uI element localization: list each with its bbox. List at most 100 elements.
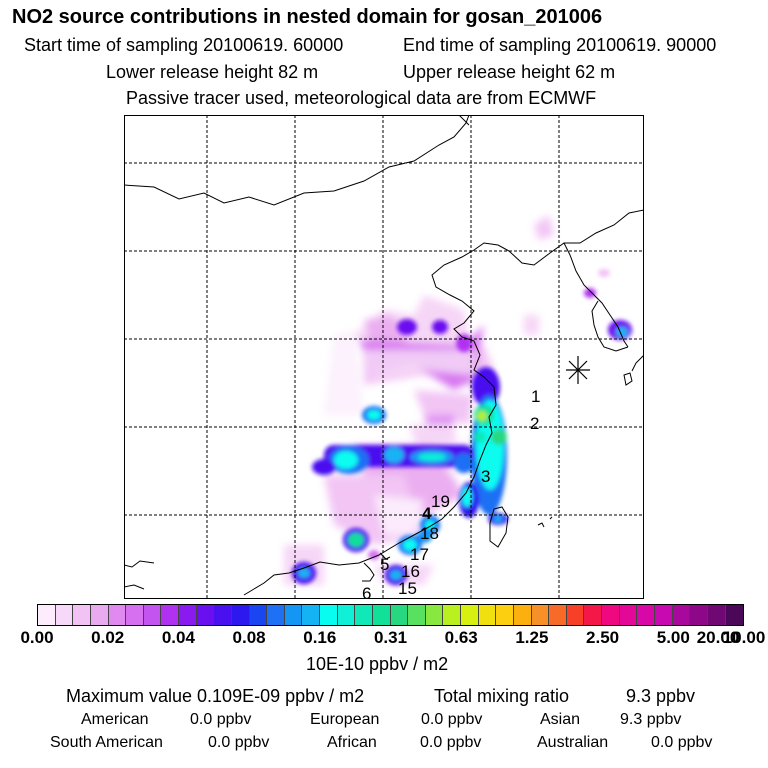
site-label-4: 4 xyxy=(422,504,432,523)
colorbar-cell xyxy=(55,605,74,625)
colorbar-segment xyxy=(38,605,109,625)
plot-title: NO2 source contributions in nested domai… xyxy=(12,6,603,28)
colorbar-cell xyxy=(566,605,585,625)
australian-label: Australian xyxy=(537,734,609,751)
colorbar-cell xyxy=(73,605,91,625)
colorbar-cell xyxy=(320,605,338,625)
colorbar-cell xyxy=(549,605,567,625)
receptor-star-icon xyxy=(566,356,590,384)
colorbar xyxy=(37,604,744,626)
site-label-17: 17 xyxy=(410,545,429,564)
upper-height-text: Upper release height 62 m xyxy=(403,62,616,82)
colorbar-cell xyxy=(284,605,303,625)
colorbar-cell xyxy=(602,605,620,625)
colorbar-cell xyxy=(672,605,691,625)
colorbar-cell xyxy=(443,605,461,625)
colorbar-cell xyxy=(708,605,727,625)
site-label-15: 15 xyxy=(398,579,417,598)
south-american-value: 0.0 ppbv xyxy=(208,734,270,751)
colorbar-cell xyxy=(214,605,232,625)
colorbar-cell xyxy=(461,605,479,625)
start-time-text: Start time of sampling 20100619. 60000 xyxy=(24,35,344,55)
contribution-map xyxy=(124,115,644,599)
lower-height-text: Lower release height 82 m xyxy=(106,62,319,82)
colorbar-tick-label: 0.04 xyxy=(161,628,195,647)
site-label-5: 5 xyxy=(380,555,390,574)
total-mixing-label: Total mixing ratio xyxy=(434,686,570,706)
south-american-label: South American xyxy=(50,734,163,751)
site-label-18: 18 xyxy=(420,524,439,543)
colorbar-cell xyxy=(619,605,638,625)
tracer-note-text: Passive tracer used, meteorological data… xyxy=(126,88,597,108)
lat-lon-grid xyxy=(124,115,644,599)
american-label: American xyxy=(81,711,149,728)
colorbar-cell xyxy=(408,605,426,625)
colorbar-cell xyxy=(249,605,268,625)
colorbar-cell xyxy=(513,605,532,625)
coastlines xyxy=(124,115,644,596)
colorbar-cell xyxy=(372,605,391,625)
colorbar-tick-label: 0.02 xyxy=(91,628,125,647)
colorbar-tick-label: 0.08 xyxy=(232,628,266,647)
map-frame xyxy=(124,115,644,599)
colorbar-tick-label: 0.31 xyxy=(373,628,408,647)
total-mixing-value: 9.3 ppbv xyxy=(626,686,696,706)
colorbar-segment xyxy=(602,605,673,625)
colorbar-cell xyxy=(161,605,179,625)
european-value: 0.0 ppbv xyxy=(421,711,483,728)
colorbar-cell xyxy=(126,605,144,625)
plume-layer xyxy=(284,215,632,585)
colorbar-cell xyxy=(231,605,250,625)
colorbar-cell xyxy=(337,605,356,625)
site-label-3: 3 xyxy=(481,467,491,486)
colorbar-tick-label: 0.16 xyxy=(303,628,337,647)
african-label: African xyxy=(327,734,377,751)
colorbar-units: 10E-10 ppbv / m2 xyxy=(306,654,449,674)
colorbar-cell xyxy=(143,605,162,625)
colorbar-cell xyxy=(196,605,215,625)
colorbar-cell xyxy=(478,605,497,625)
african-value: 0.0 ppbv xyxy=(420,734,482,751)
colorbar-cell xyxy=(637,605,655,625)
colorbar-cell xyxy=(584,605,602,625)
colorbar-cell xyxy=(496,605,514,625)
site-label-6: 6 xyxy=(362,584,372,603)
colorbar-tick-label: 10.00 xyxy=(722,628,766,647)
colorbar-cell xyxy=(531,605,550,625)
colorbar-cell xyxy=(38,605,56,625)
colorbar-segment xyxy=(461,605,532,625)
colorbar-cell xyxy=(425,605,444,625)
american-value: 0.0 ppbv xyxy=(190,711,252,728)
colorbar-cell xyxy=(90,605,109,625)
colorbar-tick-label: 2.50 xyxy=(586,628,620,647)
site-label-2: 2 xyxy=(530,414,540,433)
colorbar-segment xyxy=(179,605,250,625)
colorbar-tick-label: 1.25 xyxy=(515,628,549,647)
colorbar-cell xyxy=(302,605,320,625)
colorbar-tick-label: 0.00 xyxy=(20,628,54,647)
colorbar-segment xyxy=(531,605,602,625)
site-label-19: 19 xyxy=(431,492,450,511)
colorbar-cell xyxy=(390,605,409,625)
colorbar-cell xyxy=(654,605,673,625)
colorbar-cell xyxy=(267,605,285,625)
colorbar-cell xyxy=(690,605,709,625)
colorbar-cell xyxy=(355,605,373,625)
australian-value: 0.0 ppbv xyxy=(651,734,713,751)
asian-value: 9.3 ppbv xyxy=(620,711,682,728)
colorbar-cell xyxy=(179,605,197,625)
colorbar-tick-label: 0.63 xyxy=(444,628,478,647)
maximum-value-text: Maximum value 0.109E-09 ppbv / m2 xyxy=(66,686,365,706)
colorbar-segment xyxy=(390,605,461,625)
colorbar-segment xyxy=(320,605,391,625)
asian-label: Asian xyxy=(540,711,581,728)
colorbar-cell xyxy=(108,605,127,625)
colorbar-tick-label: 20.00 xyxy=(696,628,740,647)
european-label: European xyxy=(310,711,380,728)
colorbar-segment xyxy=(672,605,743,625)
site-label-1: 1 xyxy=(531,387,541,406)
end-time-text: End time of sampling 20100619. 90000 xyxy=(403,35,717,55)
colorbar-cell xyxy=(726,605,743,625)
colorbar-tick-label: 5.00 xyxy=(656,628,690,647)
colorbar-segment xyxy=(108,605,179,625)
